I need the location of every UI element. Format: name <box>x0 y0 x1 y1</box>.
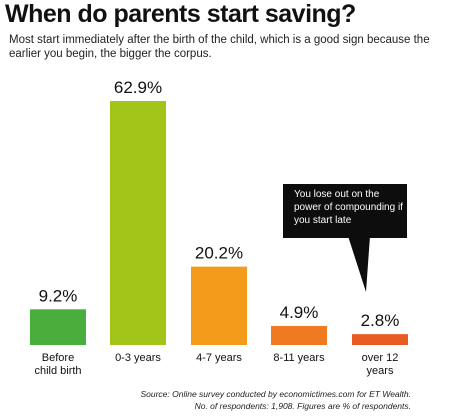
chart-title: When do parents start saving? <box>5 0 356 28</box>
source-line: Source: Online survey conducted by econo… <box>140 389 411 399</box>
category-label-3: 4-7 years <box>196 352 242 364</box>
bar-4 <box>271 325 327 345</box>
value-label-2: 62.9% <box>114 78 162 97</box>
callout-box: You lose out on the power of compounding… <box>283 184 407 238</box>
value-label-1: 9.2% <box>39 286 78 305</box>
callout-text: You lose out on the power of compounding… <box>294 189 403 226</box>
respondents-line: No. of respondents: 1,908. Figures are %… <box>194 401 411 411</box>
value-label-4: 4.9% <box>280 303 319 322</box>
chart-subtitle: Most start immediately after the birth o… <box>9 34 430 60</box>
value-label-5: 2.8% <box>361 311 400 330</box>
bar-1 <box>30 309 86 345</box>
value-label-3: 20.2% <box>195 244 243 263</box>
category-label-5: over 12 years <box>362 352 399 377</box>
category-label-4: 8-11 years <box>273 352 325 364</box>
source-note: Source: Online survey conducted by econo… <box>133 388 411 412</box>
category-label-2: 0-3 years <box>115 352 161 364</box>
bar-3 <box>191 266 247 345</box>
bar-2 <box>110 101 166 345</box>
bar-5 <box>352 334 408 345</box>
category-label-1: Before child birth <box>34 352 81 377</box>
